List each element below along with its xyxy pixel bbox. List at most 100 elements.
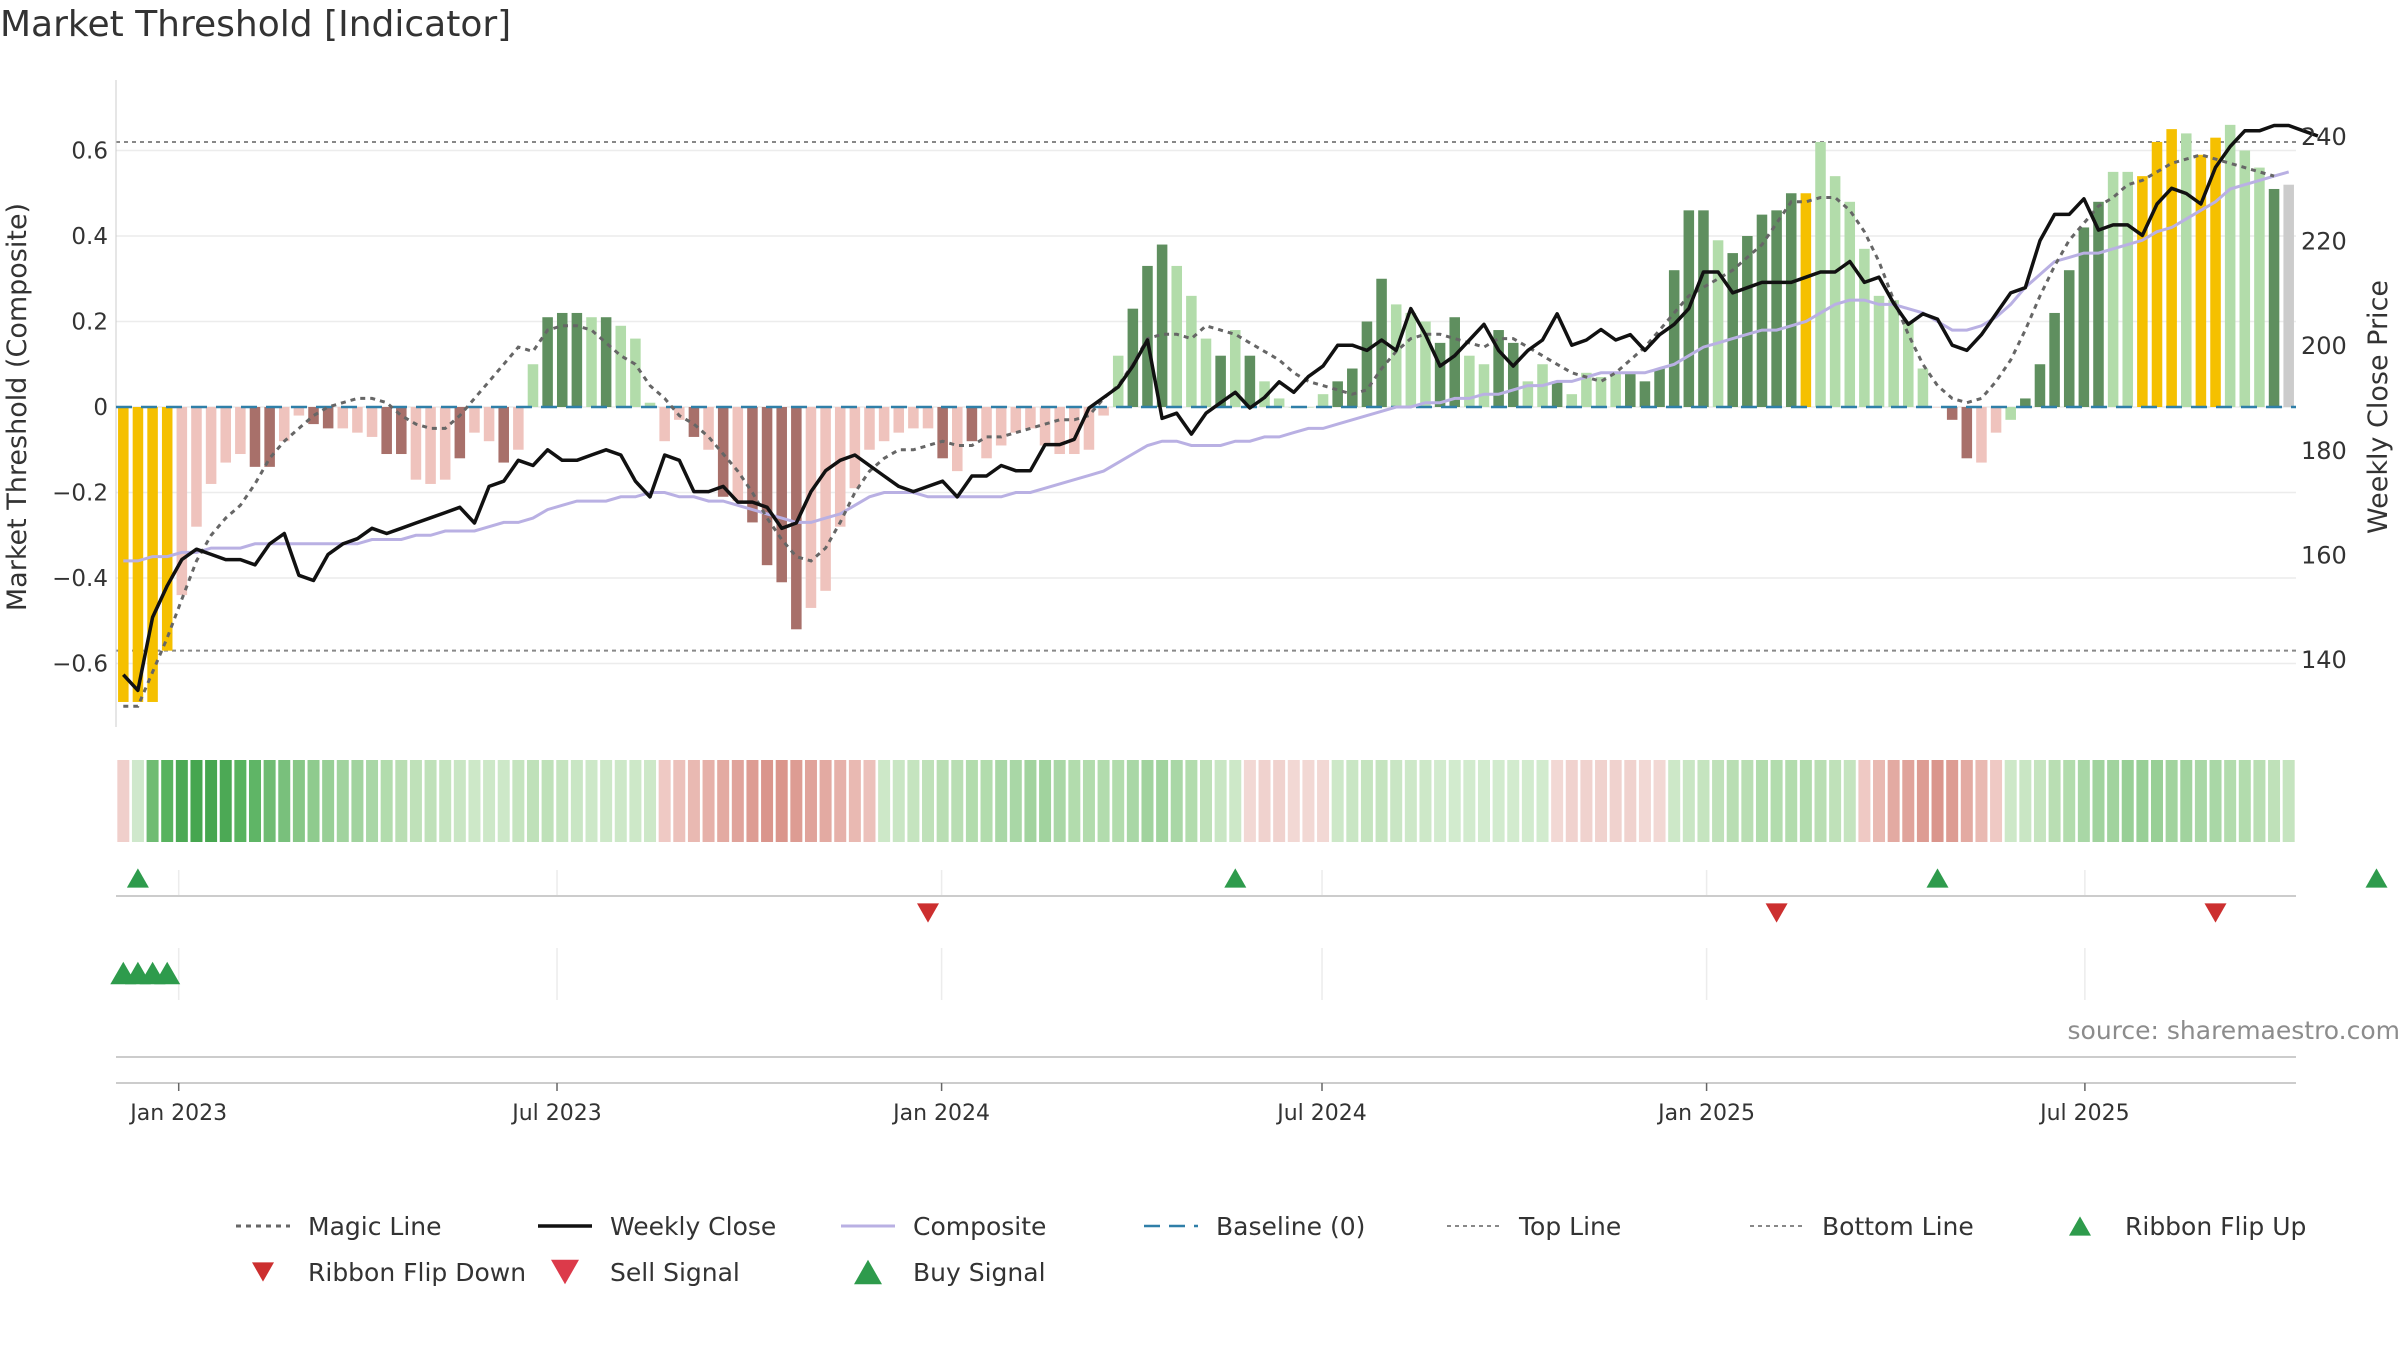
ribbon-cell [1682,760,1695,842]
ribbon-flip-down-marker [917,903,939,923]
composite-bar [1712,240,1724,407]
composite-bar [1976,407,1987,463]
grid-lines [116,140,2296,1000]
ribbon-cell [292,760,305,842]
ribbon-cell [1302,760,1315,842]
x-tick-label: Jul 2025 [2038,1101,2130,1126]
ribbon-cell [570,760,583,842]
composite-bar [278,407,290,442]
ribbon-cell [205,760,218,842]
ribbon-cell [2165,760,2178,842]
ribbon-cell [1814,760,1827,842]
ribbon-cell [848,760,861,842]
ribbon-cell [702,760,715,842]
composite-bar [1507,342,1519,407]
ribbon-cell [936,760,949,842]
ribbon-cell [775,760,788,842]
composite-bar [396,407,407,455]
ribbon-cell [1477,760,1490,842]
composite-bar [542,317,553,407]
composite-bar [688,407,700,437]
composite-bar [1859,248,1870,407]
legend-item-flipdown: Ribbon Flip Down [232,1256,526,1288]
composite-bar [1595,377,1607,407]
ribbon-cell [2224,760,2237,842]
ribbon-cell [1638,760,1651,842]
ribbon-cell [541,760,554,842]
composite-bar [2034,364,2046,407]
composite-bar [1156,244,1168,407]
composite-bar [439,407,451,480]
composite-bar [922,407,934,429]
left-tick-label: 0.2 [71,310,108,336]
composite-bar [381,407,392,455]
ribbon-cell [2209,760,2222,842]
composite-bar [1464,355,1475,407]
ribbon-cell [453,760,466,842]
ribbon-cell [1609,760,1622,842]
legend-item-bottom: Bottom Line [1746,1210,1974,1242]
composite-bar [410,407,422,480]
ribbon-cell [2282,760,2295,842]
ribbon-cell [1902,760,1915,842]
composite-bar [264,407,275,467]
composite-bar [747,407,758,523]
ribbon-strip [117,760,2295,842]
flipdown-legend-marker [252,1262,274,1282]
composite-bar [2020,398,2031,407]
x-tick-label: Jul 2023 [510,1101,602,1126]
ribbon-cell [380,760,393,842]
ribbon-cell [980,760,993,842]
x-tick-label: Jan 2023 [128,1101,227,1126]
top-legend-symbol [1447,1225,1501,1227]
legend-item-flipup: Ribbon Flip Up [2049,1210,2306,1242]
ribbon-cell [1653,760,1666,842]
ribbon-cell [2268,760,2281,842]
legend-row: Magic Line Weekly Close Composite Baseline … [232,1210,2342,1256]
legend-label: Sell Signal [610,1257,740,1287]
ribbon-cell [644,760,657,842]
composite-bar [893,407,905,433]
ribbon-cell [526,760,539,842]
composite-bar [1581,372,1592,407]
ribbon-cell [614,760,627,842]
ribbon-cell [892,760,905,842]
ribbon-cell [1624,760,1637,842]
ribbon-cell [1126,760,1139,842]
legend-label: Ribbon Flip Up [2125,1211,2307,1241]
ribbon-cell [424,760,437,842]
composite-bar [1990,407,2002,433]
ribbon-cell [1360,760,1373,842]
ribbon-cell [995,760,1008,842]
composite-bar [513,407,524,450]
composite-bar [220,407,231,463]
legend-label: Ribbon Flip Down [308,1257,527,1287]
ribbon-cell [863,760,876,842]
legend-item-close: Weekly Close [534,1210,776,1242]
ribbon-cell [1887,760,1900,842]
composite-bar [937,407,948,459]
ribbon-cell [2180,760,2193,842]
ribbon-cell [2151,760,2164,842]
ribbon-cell [161,760,174,842]
ribbon-cell [1697,760,1710,842]
ribbon-cell [1463,760,1476,842]
ribbon-cell [600,760,613,842]
ribbon-cell [629,760,642,842]
ribbon-cell [2063,760,2076,842]
composite-bar [2078,227,2090,407]
ribbon-cell [1551,760,1564,842]
composite-bar [1405,312,1417,407]
ribbon-cell [1595,760,1608,842]
ribbon-cell [1434,760,1447,842]
ribbon-cell [951,760,964,842]
right-tick-label: 240 [2301,123,2347,151]
ribbon-cell [483,760,496,842]
composite-bar [1039,407,1051,446]
composite-bar [776,407,787,583]
composite-bar [176,407,188,596]
ribbon-cell [1273,760,1286,842]
composite-bar [1785,193,1797,407]
magic-line [123,153,2275,708]
ribbon-cell [1726,760,1739,842]
